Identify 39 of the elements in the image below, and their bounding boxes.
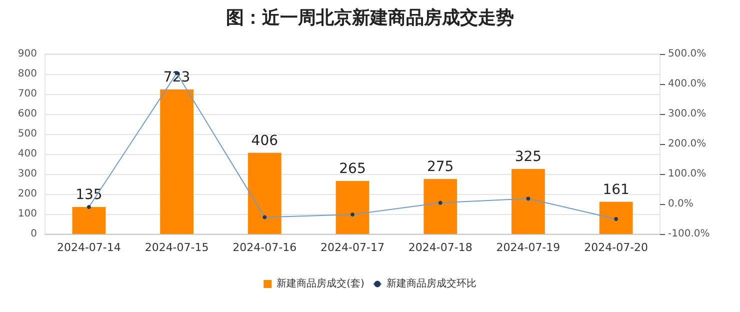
y-tick-label: 900 (18, 48, 37, 60)
bar (512, 169, 545, 234)
chart-title: 图：近一周北京新建商品房成交走势 (226, 8, 514, 28)
y2-tick-label: 400.0% (668, 78, 706, 90)
y2-tick-label: 100.0% (668, 168, 706, 180)
data-label: 161 (602, 182, 630, 198)
x-tick-label: 2024-07-14 (56, 241, 121, 254)
x-tick-label: 2024-07-18 (408, 241, 472, 254)
legend-label: 新建商品房成交环比 (386, 278, 476, 290)
bar (160, 89, 194, 234)
y-tick-label: 700 (18, 88, 37, 100)
y-tick-label: 300 (18, 168, 37, 180)
x-tick-label: 2024-07-15 (144, 241, 209, 254)
y-tick-label: 800 (18, 68, 37, 80)
y-tick-label: 400 (18, 148, 37, 160)
x-tick-label: 2024-07-17 (320, 241, 384, 254)
y2-tick-label: 500.0% (668, 48, 706, 60)
bar (72, 207, 106, 234)
y-tick-label: 600 (18, 108, 37, 120)
legend-label: 新建商品房成交(套) (276, 278, 364, 290)
bar (336, 181, 370, 234)
y2-tick-label: 200.0% (668, 138, 706, 150)
y-tick-label: 500 (18, 128, 37, 140)
bar (424, 179, 458, 234)
bar (599, 202, 633, 234)
y-tick-label: 0 (30, 228, 37, 240)
bar (248, 152, 282, 234)
y2-tick-label: -100.0% (668, 228, 710, 240)
y2-tick-label: 300.0% (668, 108, 706, 120)
x-tick-label: 2024-07-19 (496, 241, 560, 254)
x-tick-label: 2024-07-16 (232, 241, 297, 254)
data-label: 406 (251, 132, 278, 149)
data-label: 325 (514, 149, 542, 165)
x-tick-label: 2024-07-20 (584, 241, 648, 254)
y2-tick-label: 0.0% (668, 198, 694, 210)
y-tick-label: 100 (18, 208, 37, 220)
data-label: 275 (426, 159, 454, 175)
y-tick-label: 200 (18, 188, 37, 200)
data-label: 265 (339, 161, 366, 177)
